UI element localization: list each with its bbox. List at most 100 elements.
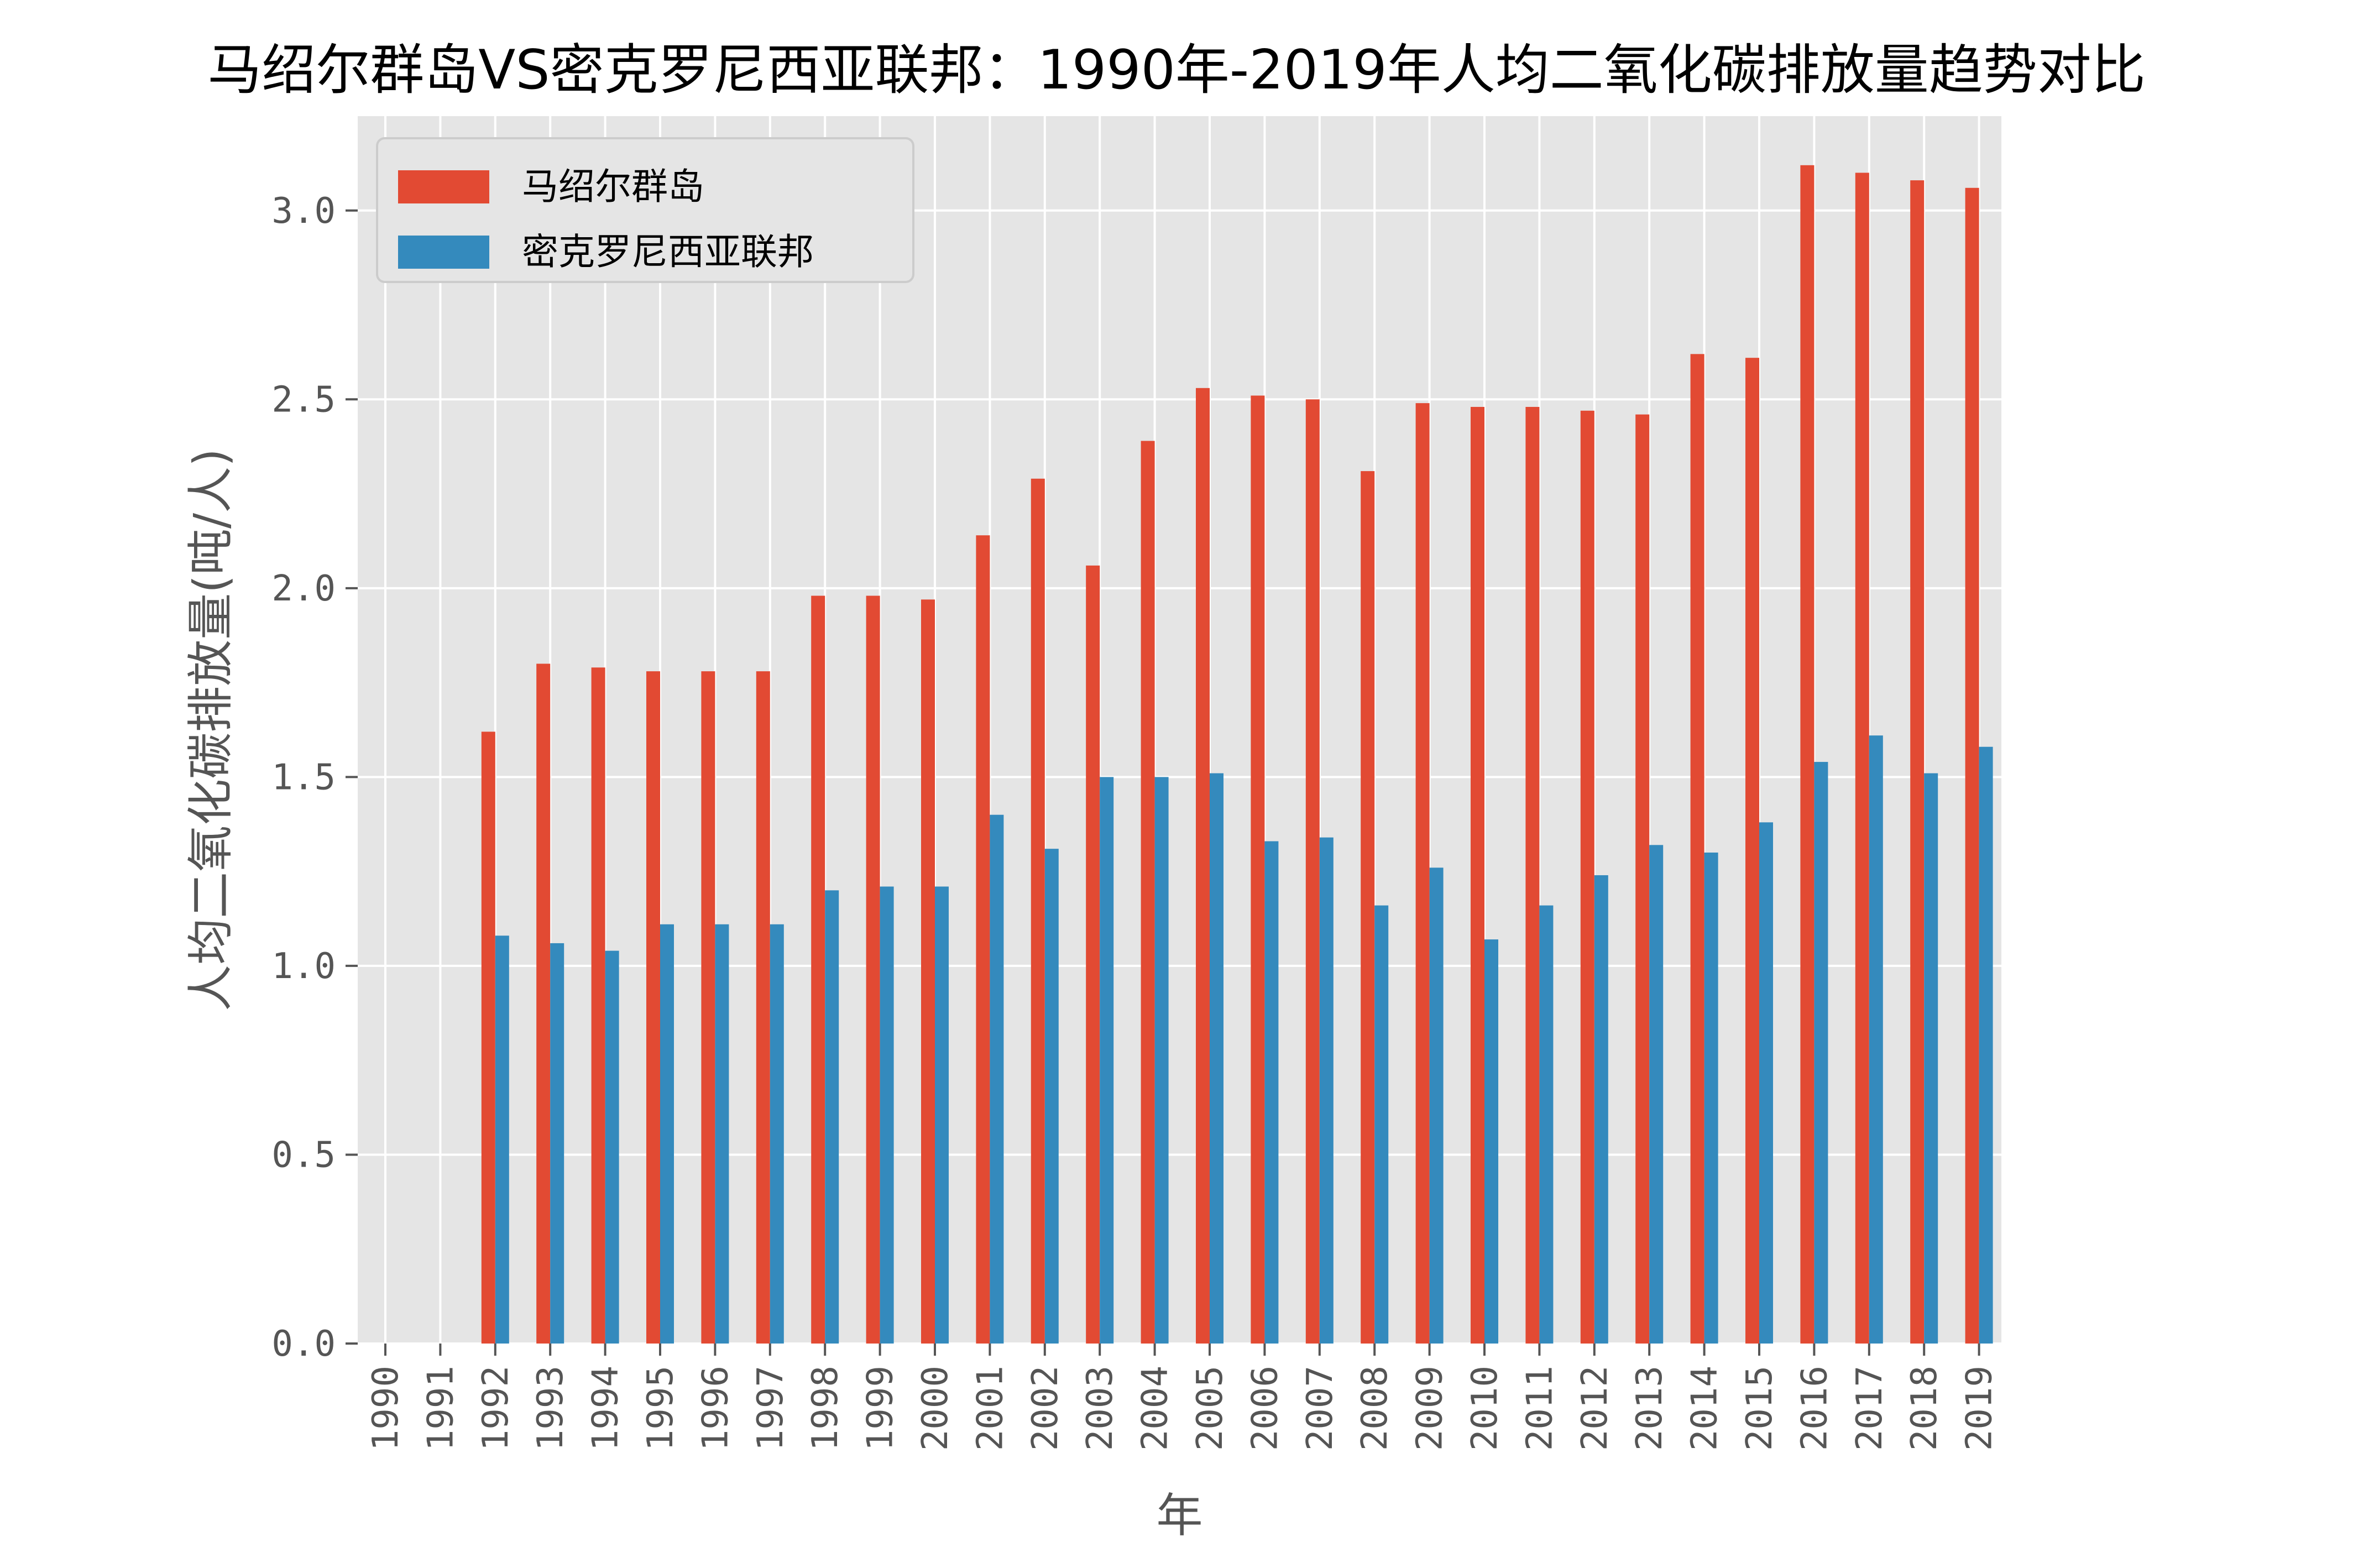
bar [1525, 406, 1540, 1344]
bar [1965, 187, 1979, 1344]
bar [1471, 406, 1484, 1344]
bar [605, 950, 619, 1344]
bar [1924, 773, 1938, 1344]
y-tick-label: 0.0 [271, 1324, 336, 1365]
x-tick-label: 1995 [640, 1366, 681, 1451]
x-tick-label: 1991 [420, 1366, 461, 1451]
bar [1690, 354, 1704, 1344]
bars [481, 165, 1993, 1344]
x-tick-label: 2009 [1410, 1366, 1451, 1451]
bar [1539, 905, 1554, 1344]
x-tick-label: 2004 [1135, 1366, 1176, 1451]
bar [1196, 388, 1210, 1344]
bar [1594, 875, 1608, 1344]
bar [1305, 399, 1320, 1344]
bar [1979, 746, 1993, 1344]
bar [935, 886, 949, 1344]
bar [976, 535, 990, 1344]
bar [1814, 762, 1828, 1344]
bar [921, 599, 935, 1344]
bar [1044, 849, 1059, 1344]
bar [1484, 939, 1498, 1344]
legend-swatch [398, 236, 489, 269]
x-tick-label: 1998 [805, 1366, 846, 1451]
legend-swatch [398, 170, 489, 203]
bar [1374, 905, 1389, 1344]
bar [1635, 414, 1650, 1344]
x-tick-label: 1999 [860, 1366, 901, 1451]
bar [866, 595, 880, 1344]
bar [1086, 565, 1100, 1344]
series-micronesia [495, 735, 1993, 1344]
x-tick-label: 1997 [750, 1366, 791, 1451]
x-tick-label: 2002 [1025, 1366, 1066, 1451]
series-marshall-islands [481, 165, 1979, 1344]
bar [1319, 837, 1334, 1344]
bar [1649, 845, 1664, 1344]
bar [1251, 395, 1265, 1344]
x-axis: 1990 1991 1992 1993 1994 1995 1996 1997 1998 1999… [365, 1344, 2000, 1451]
bar [756, 671, 770, 1344]
bar [1361, 471, 1375, 1344]
bar [536, 663, 551, 1344]
bar [1141, 441, 1155, 1344]
bar [481, 731, 495, 1344]
legend-box [376, 137, 914, 283]
y-tick-label: 0.5 [271, 1135, 336, 1175]
y-tick-label: 2.0 [271, 568, 336, 609]
y-axis: 0.0 0.5 1.0 1.5 2.0 2.5 3.0 [271, 191, 358, 1365]
x-tick-label: 2011 [1519, 1366, 1560, 1451]
x-tick-label: 1992 [475, 1366, 516, 1451]
legend-label: 密克罗尼西亚联邦 [522, 231, 814, 273]
bar [825, 890, 839, 1344]
bar [1759, 822, 1773, 1344]
y-tick-label: 1.5 [271, 757, 336, 798]
bar [715, 924, 729, 1344]
plot-area [358, 116, 2001, 1344]
x-tick-label: 2017 [1849, 1366, 1890, 1451]
x-tick-label: 2000 [915, 1366, 956, 1451]
y-axis-label: 人均二氧化碳排放量(吨/人) [184, 448, 238, 1011]
bar [1031, 478, 1045, 1344]
x-tick-label: 2001 [970, 1366, 1011, 1451]
x-tick-label: 2019 [1959, 1366, 2000, 1451]
x-tick-label: 2005 [1190, 1366, 1231, 1451]
y-tick-label: 1.0 [271, 946, 336, 987]
bar [1704, 853, 1718, 1344]
y-tick-label: 2.5 [271, 379, 336, 420]
chart-title: 马绍尔群岛VS密克罗尼西亚联邦：1990年-2019年人均二氧化碳排放量趋势对比 [207, 39, 2145, 102]
bar [1580, 410, 1594, 1344]
bar [1415, 403, 1430, 1344]
x-tick-label: 2014 [1685, 1366, 1725, 1451]
bar [770, 924, 784, 1344]
x-tick-label: 2007 [1300, 1366, 1341, 1451]
x-tick-label: 1990 [365, 1366, 406, 1451]
bar [1855, 173, 1869, 1344]
bar [1869, 735, 1883, 1344]
bar [646, 671, 660, 1344]
bar [591, 667, 605, 1344]
x-tick-label: 2016 [1794, 1366, 1835, 1451]
bar [495, 935, 509, 1344]
bar [1154, 777, 1169, 1344]
bar [990, 814, 1004, 1344]
x-tick-label: 1996 [695, 1366, 736, 1451]
x-axis-label: 年 [1156, 1488, 1202, 1543]
x-tick-label: 2010 [1465, 1366, 1505, 1451]
x-tick-label: 2015 [1739, 1366, 1780, 1451]
bar [1210, 773, 1223, 1344]
bar [660, 924, 674, 1344]
x-tick-label: 2008 [1355, 1366, 1395, 1451]
x-tick-label: 1993 [530, 1366, 571, 1451]
bar [880, 886, 894, 1344]
bar [550, 943, 564, 1344]
x-tick-label: 2003 [1080, 1366, 1121, 1451]
x-tick-label: 2013 [1629, 1366, 1670, 1451]
x-tick-label: 2018 [1904, 1366, 1945, 1451]
x-tick-label: 2006 [1245, 1366, 1285, 1451]
bar [701, 671, 715, 1344]
bar [1910, 180, 1925, 1344]
bar [1100, 777, 1114, 1344]
